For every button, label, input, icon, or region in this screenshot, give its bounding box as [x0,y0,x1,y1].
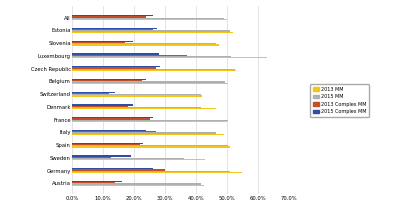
Bar [72,53,159,55]
Bar [72,67,156,68]
Bar [72,121,227,122]
Bar [72,120,229,121]
Bar [72,108,216,109]
Bar [72,81,225,83]
Bar [72,171,230,172]
Bar [72,104,132,106]
Bar [72,92,115,93]
Bar [72,80,142,81]
Bar [72,155,131,157]
Bar [72,93,109,94]
Bar [72,144,140,145]
Bar [72,143,143,144]
Bar [72,185,204,186]
Bar [72,158,184,159]
Bar [72,132,216,133]
Bar [72,172,242,173]
Bar [72,182,115,183]
Bar [72,146,230,148]
Bar [72,55,186,56]
Bar [72,79,146,80]
Bar [72,157,111,158]
Bar [72,181,122,182]
Bar [72,83,229,84]
Bar [72,41,132,42]
Bar [72,159,205,160]
Bar [72,28,157,29]
Bar [72,133,224,135]
Bar [72,183,200,185]
Bar [72,43,216,44]
Bar [72,68,235,70]
Bar [72,107,200,108]
Bar [72,106,128,107]
Bar [72,94,200,95]
Bar [72,131,156,132]
Bar [72,42,125,43]
Bar [72,32,233,33]
Bar [72,66,160,67]
Bar [72,169,165,171]
Bar [72,44,219,46]
Bar [72,145,229,146]
Bar [72,19,227,20]
Bar [72,16,146,17]
Bar [72,56,231,57]
Bar [72,57,267,58]
Bar [72,29,153,30]
Legend: 2013 MM, 2015 MM, 2013 Complex MM, 2015 Complex MM: 2013 MM, 2015 MM, 2013 Complex MM, 2015 … [310,84,369,116]
Bar [72,15,153,16]
Bar [72,95,202,97]
Bar [72,117,153,118]
Bar [72,118,150,120]
Bar [72,17,224,19]
Bar [72,168,153,169]
Bar [72,130,146,131]
Bar [72,30,230,32]
Bar [72,70,236,71]
